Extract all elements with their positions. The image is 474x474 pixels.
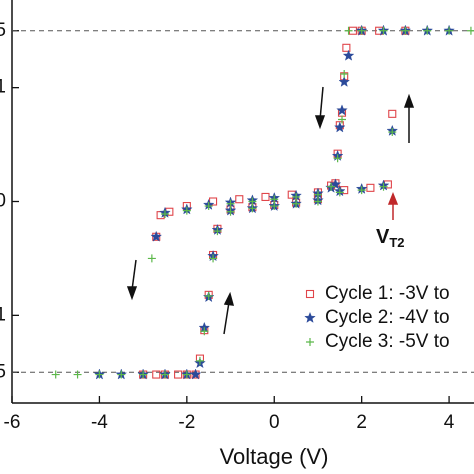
- data-point: [357, 26, 366, 35]
- data-point: [342, 49, 355, 61]
- data-point: [261, 192, 270, 201]
- data-point: [338, 75, 350, 87]
- data-point: [117, 370, 126, 379]
- data-point: [226, 199, 235, 208]
- legend-background: [300, 331, 474, 353]
- arrows: [126, 86, 415, 335]
- legend-label: Cycle 1: -3V to: [325, 283, 450, 304]
- data-point: [466, 26, 474, 35]
- arrow-head: [223, 291, 235, 306]
- data-point: [327, 182, 336, 191]
- data-point: [160, 210, 169, 219]
- data-point: [329, 178, 342, 190]
- arrow: [131, 259, 137, 291]
- data-point: [209, 254, 218, 263]
- data-point: [95, 370, 104, 379]
- data-point: [338, 115, 346, 124]
- data-point: [139, 370, 148, 379]
- data-point: [344, 26, 353, 35]
- legend-background: [300, 283, 474, 305]
- data-point: [340, 69, 349, 78]
- data-point: [401, 26, 410, 35]
- data-point: [204, 291, 213, 300]
- annotation-main: V: [376, 226, 390, 248]
- data-point: [313, 190, 322, 199]
- data-point: [150, 230, 163, 242]
- data-point: [292, 199, 301, 208]
- annotation-text: VT2: [376, 226, 405, 250]
- x-axis-label: Voltage (V): [220, 444, 329, 469]
- y-tick-label: -1: [0, 304, 6, 325]
- data-point: [270, 202, 279, 211]
- data-point: [152, 370, 161, 379]
- data-point: [226, 207, 235, 216]
- data-point: [182, 206, 191, 215]
- data-point: [366, 183, 375, 192]
- data-point: [357, 186, 366, 195]
- data-point: [379, 26, 388, 35]
- data-point: [248, 197, 257, 206]
- legend-marker: [306, 338, 314, 346]
- data-point: [73, 370, 82, 379]
- data-point: [160, 370, 169, 379]
- arrow-head: [126, 286, 138, 301]
- y-tick-label: 1: [0, 77, 6, 98]
- legend-marker: [304, 311, 316, 323]
- data-point: [213, 227, 222, 236]
- x-tick-label: 4: [444, 412, 455, 433]
- data-point: [388, 128, 397, 137]
- legend-label: Cycle 2: -4V to: [325, 307, 450, 328]
- y-tick-label: 0: [0, 191, 6, 212]
- x-tick-label: -2: [178, 412, 195, 433]
- data-point: [292, 192, 301, 201]
- x-tick-label: -6: [4, 412, 21, 433]
- legend-label: Cycle 3: -5V to: [325, 331, 450, 352]
- data-point: [270, 195, 279, 204]
- data-point: [235, 195, 244, 204]
- annotation: VT2: [376, 226, 405, 250]
- data-point: [182, 370, 191, 379]
- arrow: [223, 301, 230, 335]
- arrow-head: [314, 115, 326, 130]
- data-point: [195, 356, 204, 365]
- data-point: [51, 370, 60, 379]
- data-point: [336, 104, 348, 116]
- x-tick-label: 0: [269, 412, 280, 433]
- x-tick-label: -4: [91, 412, 108, 433]
- arrow-head: [403, 93, 415, 108]
- data-point: [379, 182, 388, 191]
- data-point: [388, 109, 397, 118]
- data-point: [423, 26, 432, 35]
- data-point: [248, 204, 257, 213]
- legend-background: [300, 307, 474, 329]
- y-tick-label: -1.5: [0, 361, 6, 382]
- arrow: [319, 86, 324, 121]
- data-point: [335, 188, 344, 197]
- data-point: [445, 26, 454, 35]
- data-point: [333, 154, 342, 163]
- data-point: [313, 197, 322, 206]
- data-point: [204, 202, 213, 211]
- arrow-head: [387, 191, 399, 205]
- data-point: [342, 43, 351, 52]
- annotation-sub: T2: [389, 235, 404, 250]
- legend-marker: [305, 289, 315, 299]
- data-point: [334, 121, 346, 133]
- data-point: [147, 254, 156, 263]
- data-point: [174, 370, 183, 379]
- data-point: [189, 368, 202, 380]
- data-point: [200, 327, 209, 336]
- x-tick-label: 2: [356, 412, 367, 433]
- y-tick-label: 1.5: [0, 20, 6, 41]
